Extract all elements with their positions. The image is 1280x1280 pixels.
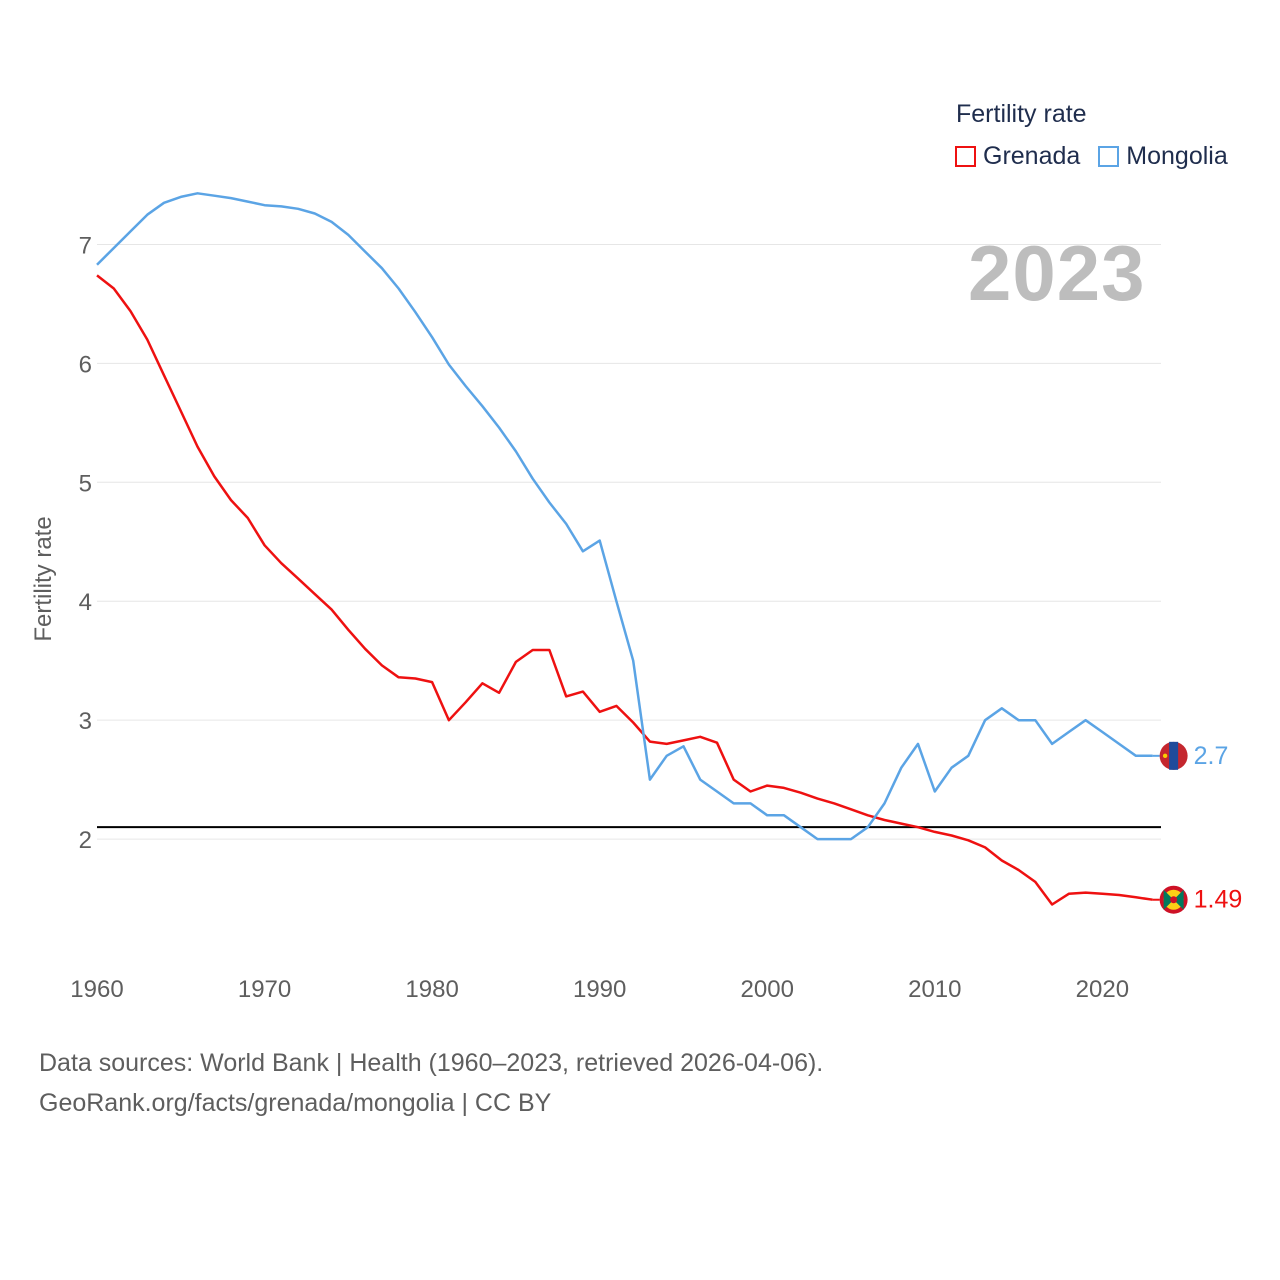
x-tick-label: 1970	[238, 976, 291, 1003]
grid-lines	[97, 243, 1161, 840]
end-label-grenada: 1.49	[1194, 886, 1243, 914]
x-tick-label: 1960	[70, 976, 123, 1003]
flag-icon-grenada	[1159, 885, 1188, 914]
legend-swatch-grenada	[955, 146, 976, 167]
y-tick-label: 5	[79, 470, 92, 497]
series-line-grenada	[96, 274, 1153, 906]
x-tick-label: 2010	[908, 976, 961, 1003]
end-label-mongolia: 2.7	[1194, 742, 1229, 770]
x-axis-ticks: 1960 1970 1980 1990 2000 2010 2020	[70, 976, 1129, 1003]
footer-sources: Data sources: World Bank | Health (1960–…	[39, 1049, 824, 1077]
x-tick-label: 2020	[1076, 976, 1129, 1003]
x-tick-label: 2000	[741, 976, 794, 1003]
y-axis-label: Fertility rate	[30, 516, 57, 641]
footer-link[interactable]: GeoRank.org/facts/grenada/mongolia | CC …	[39, 1089, 552, 1117]
legend-swatch-mongolia	[1098, 146, 1120, 167]
legend: Grenada Mongolia	[955, 142, 1246, 171]
legend-label-mongolia: Mongolia	[1126, 142, 1228, 170]
y-axis-ticks: 2 3 4 5 6 7	[79, 232, 92, 854]
x-tick-label: 1990	[573, 976, 626, 1003]
legend-label-grenada: Grenada	[983, 142, 1081, 170]
y-tick-label: 4	[79, 589, 92, 616]
y-tick-label: 6	[79, 351, 92, 378]
y-tick-label: 3	[79, 708, 92, 735]
legend-item-grenada[interactable]: Grenada	[955, 142, 1080, 171]
series-line-mongolia	[96, 192, 1153, 841]
footer: Data sources: World Bank | Health (1960–…	[39, 1043, 823, 1123]
x-tick-label: 1980	[405, 976, 458, 1003]
current-year-label: 2023	[968, 229, 1146, 317]
legend-item-mongolia[interactable]: Mongolia	[1098, 142, 1228, 171]
legend-title: Fertility rate	[956, 100, 1087, 128]
series-lines	[96, 192, 1153, 906]
flag-icon-mongolia	[1159, 741, 1188, 770]
end-markers: 1.49 2.7	[1152, 741, 1243, 914]
y-tick-label: 2	[79, 827, 92, 854]
y-tick-label: 7	[79, 232, 92, 259]
